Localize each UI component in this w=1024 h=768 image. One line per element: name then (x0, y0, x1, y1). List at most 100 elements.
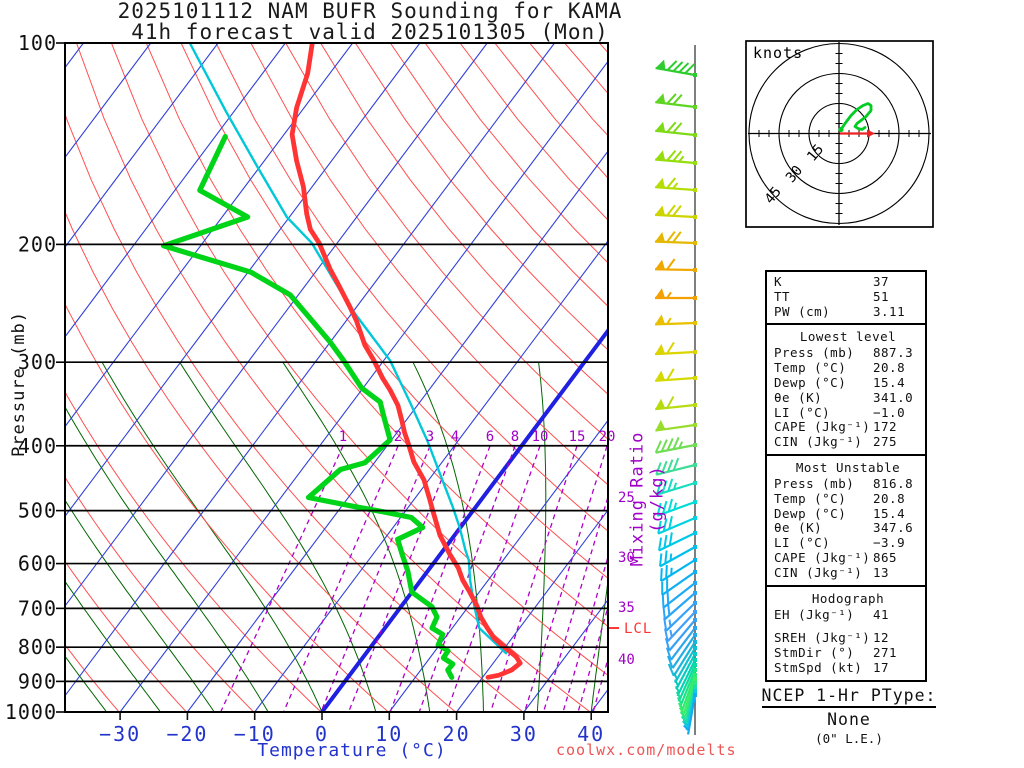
stats-value: 15.4 (873, 374, 906, 390)
svg-text:800: 800 (18, 635, 57, 659)
stats-row: CAPE (Jkg⁻¹) 172 (774, 420, 922, 435)
stats-value: 887.3 (873, 345, 914, 361)
stats-value: −3.9 (873, 535, 906, 551)
stats-section-title: Most Unstable (795, 459, 901, 475)
stats-value: 172 (873, 419, 898, 435)
stats-value: 347.6 (873, 520, 914, 536)
stats-label: θe (K) (774, 389, 823, 405)
stats-label: LI (°C) (774, 535, 831, 551)
svg-text:15: 15 (569, 429, 586, 445)
svg-text:600: 600 (18, 552, 57, 576)
stats-row: Temp (°C) 20.8 (774, 490, 922, 507)
stats-label: K (774, 274, 783, 289)
svg-text:200: 200 (18, 232, 57, 256)
svg-text:20: 20 (443, 722, 471, 746)
svg-text:6: 6 (486, 429, 494, 445)
lcl-label: LCL (624, 621, 652, 637)
svg-text:−20: −20 (166, 722, 208, 746)
stats-label: CIN (Jkg⁻¹) (774, 564, 863, 580)
svg-text:25: 25 (618, 490, 635, 506)
stats-value: 275 (873, 434, 898, 450)
stats-section: K 37 TT 51 PW (cm) 3.11 (767, 272, 925, 323)
mixing-ratio-axis-title: Mixing Ratio (g/kg) (627, 431, 668, 567)
stats-value: 15.4 (873, 505, 906, 521)
stats-section-title: Lowest level (799, 329, 897, 345)
stats-value: 20.8 (873, 490, 906, 506)
stats-label: CAPE (Jkg⁻¹) (774, 549, 871, 565)
stats-value: 17 (873, 659, 890, 675)
stats-label: Dewp (°C) (774, 374, 847, 390)
stats-row: Press (mb) 887.3 (774, 346, 922, 361)
svg-text:40: 40 (577, 722, 605, 746)
stats-row: θe (K) 347.6 (774, 521, 922, 536)
svg-text:−30: −30 (99, 722, 141, 746)
stats-value: 816.8 (873, 475, 914, 491)
hodograph-units-label: knots (753, 44, 803, 62)
chart-title: 2025101112 NAM BUFR Sounding for KAMA 41… (60, 1, 680, 43)
title-line1: 2025101112 NAM BUFR Sounding for KAMA (117, 0, 623, 23)
svg-text:40: 40 (618, 652, 635, 668)
svg-text:1: 1 (339, 429, 347, 445)
stats-row: CIN (Jkg⁻¹) 275 (774, 434, 922, 450)
stats-row: StmSpd (kt) 17 (774, 659, 922, 676)
svg-text:10: 10 (375, 722, 403, 746)
svg-text:3: 3 (426, 429, 434, 445)
stats-row: TT 51 (774, 288, 922, 305)
stats-row: CIN (Jkg⁻¹) 13 (774, 564, 922, 581)
stats-row: SREH (Jkg⁻¹) 12 (774, 631, 922, 646)
svg-text:500: 500 (18, 499, 57, 523)
stats-value: 51 (873, 288, 890, 304)
stats-section: Hodograph EH (Jkg⁻¹) 41 SREH (Jkg⁻¹) 12 StmDi… (767, 584, 925, 680)
stats-label: Dewp (°C) (774, 505, 847, 521)
svg-text:400: 400 (18, 434, 57, 458)
ptype-note: (0" L.E.) (815, 731, 883, 746)
stats-label: StmDir (°) (774, 645, 855, 661)
ptype-value: None (827, 710, 871, 729)
stats-row: Dewp (°C) 15.4 (774, 505, 922, 522)
pressure-axis-title: Pressure (mb) (9, 310, 29, 458)
wind-barb-column (654, 45, 697, 735)
stats-value: 20.8 (873, 360, 906, 376)
stats-label: CAPE (Jkg⁻¹) (774, 419, 871, 435)
watermark-text: coolwx.com/modelts (556, 741, 737, 759)
svg-text:30: 30 (510, 722, 538, 746)
stats-label: TT (774, 288, 791, 304)
stats-row: Dewp (°C) 15.4 (774, 374, 922, 391)
stats-row: LI (°C) −3.9 (774, 535, 922, 551)
svg-text:100: 100 (18, 31, 57, 55)
stats-row: StmDir (°) 271 (774, 645, 922, 661)
stats-value: 3.11 (873, 303, 906, 319)
svg-text:8: 8 (511, 429, 519, 445)
svg-text:35: 35 (618, 600, 635, 616)
stats-panel: K 37 TT 51 PW (cm) 3.11 Lowest level Press (mb)… (765, 270, 927, 682)
stats-row: PW (cm) 3.11 (774, 303, 922, 320)
stats-value: 41 (873, 606, 890, 622)
stats-label: EH (Jkg⁻¹) (774, 606, 855, 622)
svg-text:1000: 1000 (5, 700, 57, 724)
stats-row: Temp (°C) 20.8 (774, 360, 922, 376)
stats-value: 341.0 (873, 389, 914, 405)
svg-text:−10: −10 (234, 722, 276, 746)
stats-section: Lowest level Press (mb) 887.3 Temp (°C) 20.8… (767, 323, 925, 454)
title-line2: 41h forecast valid 2025101305 (Mon) (131, 20, 609, 44)
svg-text:700: 700 (18, 596, 57, 620)
stats-value: −1.0 (873, 404, 906, 420)
stats-label: LI (°C) (774, 404, 831, 420)
stats-value: 12 (873, 630, 890, 646)
stats-value: 13 (873, 564, 890, 580)
stats-label: CIN (Jkg⁻¹) (774, 434, 863, 450)
stats-label: Press (mb) (774, 345, 855, 361)
svg-text:300: 300 (18, 350, 57, 374)
stats-label: Press (mb) (774, 475, 855, 491)
svg-text:30: 30 (618, 550, 635, 566)
stats-label: PW (cm) (774, 303, 831, 319)
stats-label: SREH (Jkg⁻¹) (774, 630, 871, 646)
stats-row: θe (K) 341.0 (774, 389, 922, 406)
stats-row: EH (Jkg⁻¹) 41 (774, 606, 922, 623)
svg-text:10: 10 (532, 429, 549, 445)
stats-label: Temp (°C) (774, 490, 847, 506)
stats-row: K 37 (774, 274, 922, 290)
